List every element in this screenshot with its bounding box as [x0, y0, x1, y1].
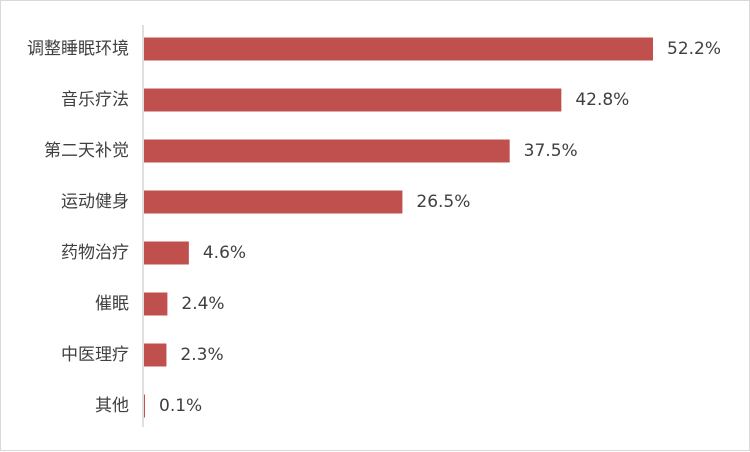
value-labels-group: 52.2% 42.8% 37.5% 26.5% 4.6% 2.4% 2.3% 0.1%	[159, 39, 721, 416]
category-label-6: 催眠	[95, 294, 129, 314]
bar-2	[144, 88, 562, 112]
bar-7	[144, 343, 167, 367]
value-label-2: 42.8%	[575, 90, 629, 110]
value-label-3: 37.5%	[524, 141, 578, 161]
value-label-4: 26.5%	[416, 192, 470, 212]
category-label-1: 调整睡眠环境	[27, 39, 129, 59]
value-label-5: 4.6%	[203, 243, 246, 263]
category-label-3: 第二天补觉	[44, 141, 129, 161]
value-label-6: 2.4%	[181, 294, 224, 314]
bar-1	[144, 37, 653, 61]
value-label-8: 0.1%	[159, 396, 202, 416]
bar-3	[144, 139, 510, 163]
category-label-7: 中医理疗	[61, 345, 129, 365]
bar-6	[144, 292, 168, 316]
category-label-8: 其他	[95, 396, 129, 416]
category-label-2: 音乐疗法	[61, 90, 129, 110]
bar-8	[144, 394, 145, 418]
bar-5	[144, 241, 189, 265]
category-label-4: 运动健身	[61, 192, 129, 212]
value-label-7: 2.3%	[180, 345, 223, 365]
bar-4	[144, 190, 403, 214]
category-label-5: 药物治疗	[61, 243, 129, 263]
bars-group	[144, 37, 653, 418]
value-label-1: 52.2%	[667, 39, 721, 59]
